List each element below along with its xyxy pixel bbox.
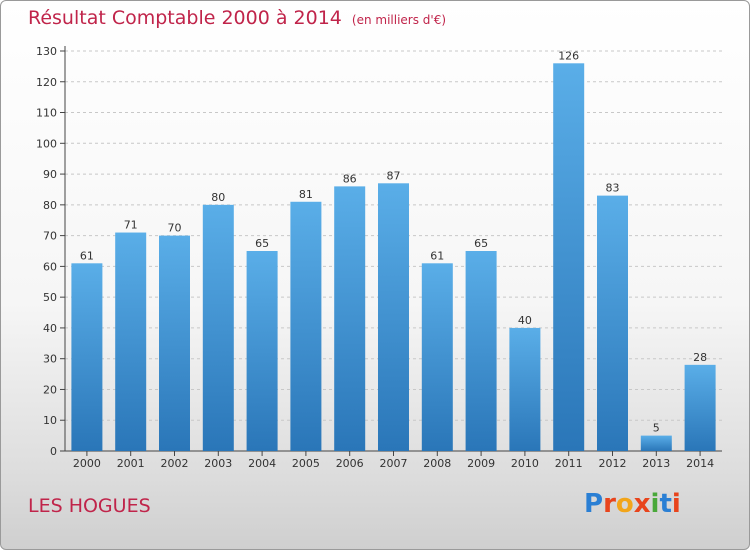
bar-2011 — [553, 63, 585, 452]
bar-2000 — [71, 263, 103, 451]
x-tick-label: 2004 — [248, 457, 276, 470]
logo-letter: t — [659, 489, 672, 519]
y-tick-label: 0 — [50, 445, 57, 458]
chart-title-text: Résultat Comptable 2000 à 2014 — [28, 7, 342, 29]
y-tick-label: 110 — [36, 107, 57, 120]
logo-letter: x — [633, 489, 651, 519]
chart-title: Résultat Comptable 2000 à 2014 (en millie… — [28, 7, 446, 29]
bar-2003 — [202, 204, 234, 451]
x-tick-label: 2007 — [380, 457, 408, 470]
x-tick-label: 2002 — [161, 457, 189, 470]
x-tick-label: 2006 — [336, 457, 364, 470]
y-tick-label: 90 — [43, 168, 57, 181]
bar-value-label: 65 — [255, 237, 269, 250]
x-tick-label: 2003 — [204, 457, 232, 470]
bar-value-label: 71 — [124, 219, 138, 232]
logo-letter: P — [584, 489, 604, 519]
y-tick-label: 120 — [36, 76, 57, 89]
bar-2010 — [509, 327, 541, 451]
x-tick-label: 2005 — [292, 457, 320, 470]
bar-2009 — [465, 251, 497, 451]
bar-value-label: 86 — [343, 172, 357, 185]
bar-2012 — [597, 195, 628, 451]
bar-value-label: 87 — [387, 169, 401, 182]
y-tick-label: 10 — [43, 414, 57, 427]
bar-2014 — [684, 364, 716, 451]
bar-value-label: 70 — [168, 222, 182, 235]
bar-2005 — [290, 201, 322, 451]
bar-value-label: 126 — [558, 49, 579, 62]
bar-value-label: 81 — [299, 188, 313, 201]
place-name: LES HOGUES — [28, 495, 151, 517]
x-tick-label: 2014 — [686, 457, 714, 470]
logo-letter: r — [603, 489, 616, 519]
x-tick-label: 2010 — [511, 457, 539, 470]
x-tick-label: 2009 — [467, 457, 495, 470]
y-tick-label: 60 — [43, 260, 57, 273]
bar-2002 — [159, 235, 190, 451]
bar-value-label: 28 — [693, 351, 707, 364]
x-tick-label: 2001 — [117, 457, 145, 470]
x-tick-label: 2000 — [73, 457, 101, 470]
bar-value-label: 61 — [80, 249, 94, 262]
y-tick-label: 20 — [43, 383, 57, 396]
y-tick-label: 30 — [43, 353, 57, 366]
bars — [71, 63, 716, 452]
logo-letter: i — [650, 489, 660, 519]
logo-letter: o — [615, 489, 634, 519]
bar-2006 — [334, 186, 366, 451]
bar-value-label: 61 — [430, 249, 444, 262]
y-tick-label: 70 — [43, 230, 57, 243]
bar-2008 — [421, 263, 453, 451]
y-tick-label: 130 — [36, 45, 57, 58]
x-tick-label: 2011 — [555, 457, 583, 470]
x-tick-label: 2008 — [423, 457, 451, 470]
bar-2004 — [246, 251, 278, 451]
bar-2001 — [115, 232, 147, 451]
y-tick-label: 50 — [43, 291, 57, 304]
bar-2007 — [378, 183, 409, 452]
bar-value-label: 65 — [474, 237, 488, 250]
y-tick-label: 100 — [36, 137, 57, 150]
labels: 0 10 20 30 40 50 60 70 80 90 100 110 120 130 61 2000 71 2… — [36, 45, 714, 470]
x-tick-label: 2012 — [599, 457, 627, 470]
bar-value-label: 83 — [606, 182, 620, 195]
bar-value-label: 5 — [653, 422, 660, 435]
x-tick-label: 2013 — [642, 457, 670, 470]
bar-value-label: 80 — [211, 191, 225, 204]
proxiti-logo: Proxiti — [584, 489, 681, 519]
y-tick-label: 40 — [43, 322, 57, 335]
bar-2013 — [640, 435, 672, 451]
logo-letter: i — [671, 489, 681, 519]
bar-value-label: 40 — [518, 314, 532, 327]
y-tick-label: 80 — [43, 199, 57, 212]
chart-unit: (en milliers d'€) — [351, 13, 447, 27]
